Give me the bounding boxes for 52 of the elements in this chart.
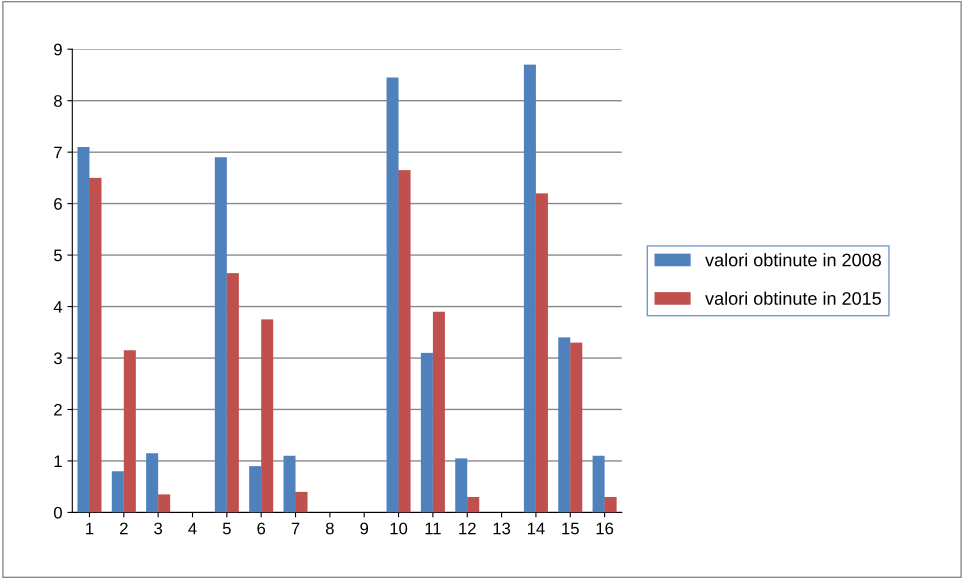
y-tick-label: 8: [54, 95, 62, 107]
x-tick-label: 11: [426, 522, 441, 534]
y-tick-label: 5: [54, 250, 62, 262]
bar: [420, 352, 433, 512]
x-tick-label: 16: [596, 522, 614, 534]
bar: [158, 494, 170, 512]
bar: [592, 456, 605, 512]
x-tick-label: 5: [222, 522, 231, 534]
bar: [524, 64, 536, 512]
bar: [386, 78, 399, 512]
bar: [296, 492, 308, 512]
x-tick-label: 6: [257, 522, 266, 534]
x-tick-label: 15: [562, 522, 579, 534]
bar: [112, 471, 124, 512]
x-tick-label: 3: [154, 522, 162, 534]
y-tick-label: 4: [54, 301, 62, 313]
legend-label: valori obtinute in 2015: [705, 292, 881, 305]
bar: [89, 178, 102, 512]
bar: [570, 342, 582, 512]
x-tick-label: 7: [292, 522, 300, 534]
x-tick-label: 1: [86, 522, 94, 534]
bar: [146, 453, 158, 512]
bar: [455, 458, 468, 512]
x-tick-label: 14: [528, 522, 545, 534]
y-tick-label: 3: [54, 352, 62, 364]
x-tick-label: 13: [494, 522, 510, 534]
bar: [249, 466, 262, 512]
y-tick-label: 0: [54, 506, 62, 519]
bar: [432, 312, 445, 512]
bar: [124, 350, 136, 512]
y-tick-label: 6: [54, 198, 62, 210]
bar: [214, 157, 227, 512]
bar: [77, 147, 90, 512]
y-tick-label: 2: [54, 404, 62, 416]
x-tick-label: 8: [326, 522, 334, 534]
x-tick-label: 2: [120, 522, 128, 534]
y-tick-label: 7: [54, 146, 62, 158]
bar: [558, 337, 570, 512]
y-tick-label: 9: [54, 44, 62, 56]
x-tick-label: 12: [459, 522, 476, 534]
bar: [284, 456, 296, 512]
bar: [467, 496, 480, 512]
x-tick-label: 4: [188, 522, 197, 534]
legend-label: valori obtinute in 2008: [705, 253, 881, 266]
x-tick-label: 9: [360, 522, 368, 534]
bar: [536, 193, 548, 512]
bar: [398, 170, 411, 512]
bar: [261, 319, 274, 512]
x-tick-label: 10: [390, 522, 408, 534]
y-tick-label: 1: [54, 456, 62, 467]
bar: [604, 496, 617, 512]
bar: [226, 273, 239, 512]
